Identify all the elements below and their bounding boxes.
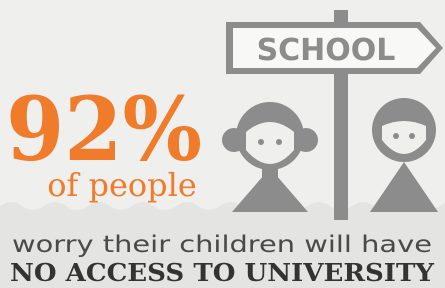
- girl-eye: [276, 139, 282, 145]
- boy-eye: [409, 133, 415, 139]
- girl-eye: [258, 139, 264, 145]
- message-line: worry their children will have: [12, 232, 432, 258]
- infographic: SCHOOL 92% of people worry their childre…: [0, 0, 445, 288]
- boy-eye: [393, 133, 399, 139]
- stat-caption: of people: [47, 166, 197, 204]
- message-emphasis: NO ACCESS TO UNIVERSITY: [10, 258, 435, 287]
- sign-label: SCHOOL: [257, 33, 396, 68]
